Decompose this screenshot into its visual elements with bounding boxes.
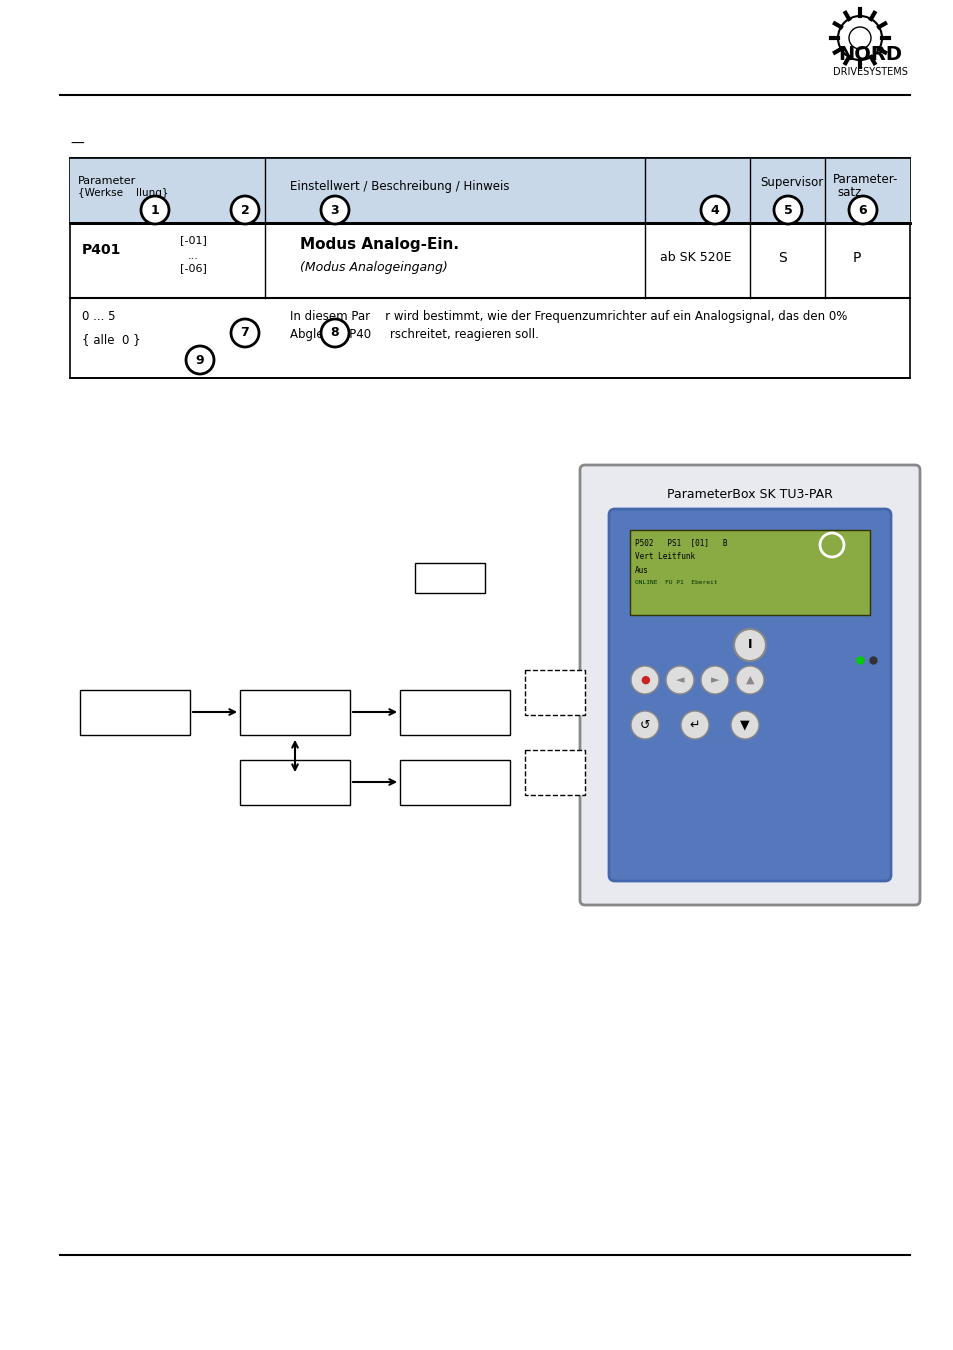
FancyBboxPatch shape [608, 509, 890, 882]
Circle shape [730, 711, 759, 738]
Text: ◄: ◄ [675, 675, 683, 684]
FancyBboxPatch shape [579, 464, 919, 904]
Text: Parameter: Parameter [78, 176, 136, 186]
Text: (Modus Analogeingang): (Modus Analogeingang) [299, 261, 447, 274]
Text: 2: 2 [240, 204, 249, 216]
Bar [240, 760, 350, 805]
Circle shape [141, 196, 169, 224]
Text: 3: 3 [331, 204, 339, 216]
FancyBboxPatch shape [265, 158, 644, 223]
Circle shape [320, 196, 349, 224]
Text: 9: 9 [195, 354, 204, 366]
Text: ↺: ↺ [639, 718, 650, 732]
Text: Aus: Aus [635, 566, 648, 575]
Text: S: S [778, 251, 786, 265]
Text: ↵: ↵ [689, 718, 700, 732]
Text: 0 ... 5: 0 ... 5 [82, 310, 115, 323]
FancyBboxPatch shape [644, 158, 749, 223]
Bar [524, 670, 584, 716]
Text: [-06]: [-06] [180, 263, 207, 273]
Circle shape [848, 196, 876, 224]
Text: I: I [747, 639, 752, 652]
Circle shape [665, 666, 693, 694]
Text: P: P [852, 251, 861, 265]
Text: Vert Leitfunk: Vert Leitfunk [635, 552, 695, 562]
Text: ►: ► [710, 675, 719, 684]
Text: { alle  0 }: { alle 0 } [82, 333, 140, 346]
Text: [-01]: [-01] [180, 235, 207, 244]
FancyBboxPatch shape [629, 531, 869, 616]
Text: DRIVESYSTEMS: DRIVESYSTEMS [832, 68, 906, 77]
Text: —: — [70, 136, 84, 151]
Text: 4: 4 [710, 204, 719, 216]
Text: NORD: NORD [837, 46, 901, 65]
Bar [240, 690, 350, 734]
Text: ●: ● [639, 675, 649, 684]
FancyBboxPatch shape [70, 158, 265, 223]
Circle shape [630, 666, 659, 694]
Bar [524, 751, 584, 795]
Circle shape [700, 196, 728, 224]
Text: {Werkse    llung}: {Werkse llung} [78, 188, 169, 198]
Circle shape [700, 666, 728, 694]
Text: In diesem Par    r wird bestimmt, wie der Frequenzumrichter auf ein Analogsignal: In diesem Par r wird bestimmt, wie der F… [290, 310, 846, 342]
Text: Modus Analog-Ein.: Modus Analog-Ein. [299, 238, 458, 252]
FancyBboxPatch shape [749, 158, 824, 223]
Circle shape [735, 666, 763, 694]
Circle shape [680, 711, 708, 738]
FancyBboxPatch shape [824, 158, 909, 223]
Text: ▲: ▲ [745, 675, 754, 684]
Text: ▼: ▼ [740, 718, 749, 732]
Text: ab SK 520E: ab SK 520E [659, 251, 731, 265]
Text: 1: 1 [151, 204, 159, 216]
Bar [415, 563, 484, 593]
Bar [399, 760, 510, 805]
Text: 5: 5 [782, 204, 792, 216]
Text: P502   PS1  [01]   B: P502 PS1 [01] B [635, 539, 727, 547]
Bar [399, 690, 510, 734]
Circle shape [186, 346, 213, 374]
Circle shape [630, 711, 659, 738]
Text: satz: satz [836, 186, 861, 198]
Text: Einstellwert / Beschreibung / Hinweis: Einstellwert / Beschreibung / Hinweis [290, 180, 509, 193]
Text: ONLINE  FU P1  Ebereit: ONLINE FU P1 Ebereit [635, 580, 717, 585]
Circle shape [231, 196, 258, 224]
FancyBboxPatch shape [70, 158, 909, 378]
Text: ...: ... [188, 251, 198, 261]
Circle shape [231, 319, 258, 347]
Text: P401: P401 [82, 243, 121, 256]
Bar [80, 690, 190, 734]
Text: 8: 8 [331, 327, 339, 339]
Text: 6: 6 [858, 204, 866, 216]
Circle shape [320, 319, 349, 347]
Text: 7: 7 [240, 327, 249, 339]
Circle shape [773, 196, 801, 224]
Text: Supervisor: Supervisor [760, 176, 822, 189]
Circle shape [733, 629, 765, 662]
Text: Parameter-: Parameter- [832, 173, 898, 186]
Text: ParameterBox SK TU3-PAR: ParameterBox SK TU3-PAR [666, 489, 832, 501]
